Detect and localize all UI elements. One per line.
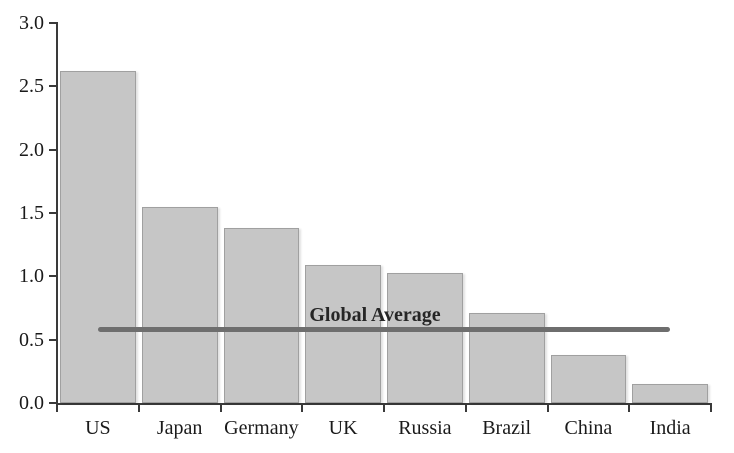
x-tick-label-japan: Japan <box>156 417 203 439</box>
y-axis-tick <box>49 212 57 214</box>
y-tick-label: 0.0 <box>19 392 44 414</box>
x-axis-line <box>56 403 712 405</box>
y-axis-tick <box>49 275 57 278</box>
x-axis-tick <box>219 405 222 412</box>
x-tick-label-brazil: Brazil <box>482 417 532 439</box>
global-average-label: Global Average <box>309 303 441 326</box>
x-axis-tick <box>710 405 712 412</box>
x-axis-tick <box>546 405 549 412</box>
x-axis-tick <box>383 405 385 412</box>
bar-japan <box>141 206 218 403</box>
x-tick-label-china: China <box>564 417 613 439</box>
x-axis-tick <box>301 405 304 412</box>
bar-germany <box>223 228 300 403</box>
y-tick-label: 2.0 <box>19 138 44 161</box>
bar-uk <box>305 264 381 403</box>
global-average-line <box>97 327 671 333</box>
x-tick-label-russia: Russia <box>398 417 452 439</box>
x-axis-tick <box>137 405 140 412</box>
y-tick-label: 3.0 <box>19 12 44 34</box>
y-axis-tick <box>49 148 57 151</box>
y-tick-label: 1.5 <box>19 202 44 224</box>
bar-us <box>60 71 136 403</box>
y-tick-label: 0.5 <box>19 328 44 351</box>
y-axis-tick <box>49 85 57 88</box>
y-axis-tick <box>49 338 57 341</box>
y-axis-line <box>56 22 58 405</box>
x-tick-label-uk: UK <box>328 417 358 439</box>
x-tick-label-india: India <box>649 417 691 439</box>
bar-india <box>632 384 708 403</box>
bar-china <box>550 354 627 403</box>
x-axis-tick <box>628 405 631 412</box>
x-axis-tick <box>464 405 467 412</box>
y-tick-label: 1.0 <box>19 265 44 288</box>
y-tick-label: 2.5 <box>19 75 44 98</box>
x-tick-label-germany: Germany <box>224 417 299 439</box>
bar-russia <box>387 272 463 403</box>
y-axis-tick <box>49 402 57 404</box>
x-axis-tick <box>56 405 58 412</box>
y-axis-tick <box>49 22 57 24</box>
x-tick-label-us: US <box>85 417 111 439</box>
